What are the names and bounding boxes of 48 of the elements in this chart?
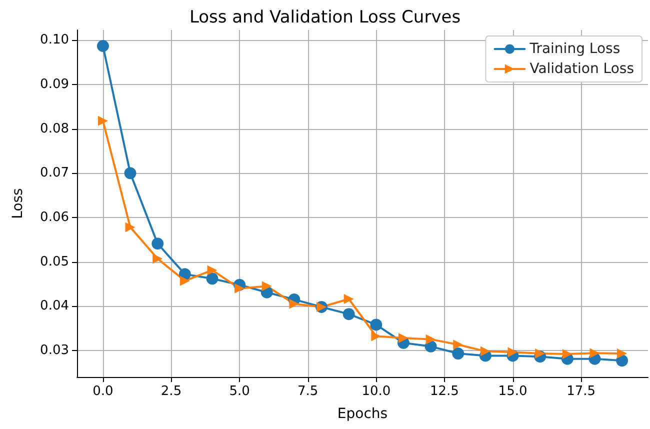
point: [344, 294, 354, 304]
point: [342, 308, 355, 320]
point: [124, 167, 136, 180]
point: [180, 276, 190, 286]
point: [207, 265, 218, 276]
point: [426, 334, 436, 344]
point: [453, 340, 464, 350]
point: [96, 40, 109, 52]
point: [206, 272, 218, 285]
y-tick-label: 0.09: [40, 77, 69, 92]
y-tick-label: 0.04: [40, 298, 69, 314]
point: [508, 347, 518, 358]
chart-title: Loss and Validation Loss Curves: [189, 8, 461, 28]
x-axis-title: Epochs: [337, 406, 388, 422]
y-tick-label: 0.06: [40, 210, 69, 225]
x-tick-label: 10.0: [362, 384, 391, 399]
x-tick-label: 15.0: [498, 384, 528, 399]
x-tick-label: 5.0: [229, 384, 250, 399]
y-tick-label: 0.05: [40, 254, 69, 270]
y-tick-label: 0.10: [40, 32, 69, 48]
x-tick-label: 2.5: [160, 384, 182, 399]
legend-label: Training Loss: [528, 41, 620, 57]
y-tick-label: 0.07: [40, 166, 69, 181]
point: [535, 348, 546, 359]
point: [152, 238, 164, 250]
y-tick-label: 0.08: [40, 121, 69, 136]
point: [452, 348, 464, 360]
point: [480, 346, 490, 356]
x-tick-label: 12.5: [430, 384, 459, 399]
point: [262, 281, 272, 292]
x-tick-label: 7.5: [298, 384, 318, 399]
legend-label: Validation Loss: [530, 61, 634, 77]
point: [234, 283, 245, 294]
point: [152, 254, 163, 264]
point: [125, 222, 136, 232]
x-tick-label: 0.0: [92, 384, 114, 399]
point: [371, 331, 382, 342]
point: [424, 340, 437, 352]
point: [590, 348, 600, 358]
y-axis-title: Loss: [10, 188, 26, 219]
x-tick-label: 17.5: [566, 384, 596, 399]
point: [98, 116, 108, 126]
point: [398, 333, 408, 343]
point: [370, 318, 382, 331]
y-tick-label: 0.03: [40, 342, 69, 358]
point: [289, 298, 300, 309]
point: [617, 348, 628, 359]
point: [562, 348, 572, 359]
